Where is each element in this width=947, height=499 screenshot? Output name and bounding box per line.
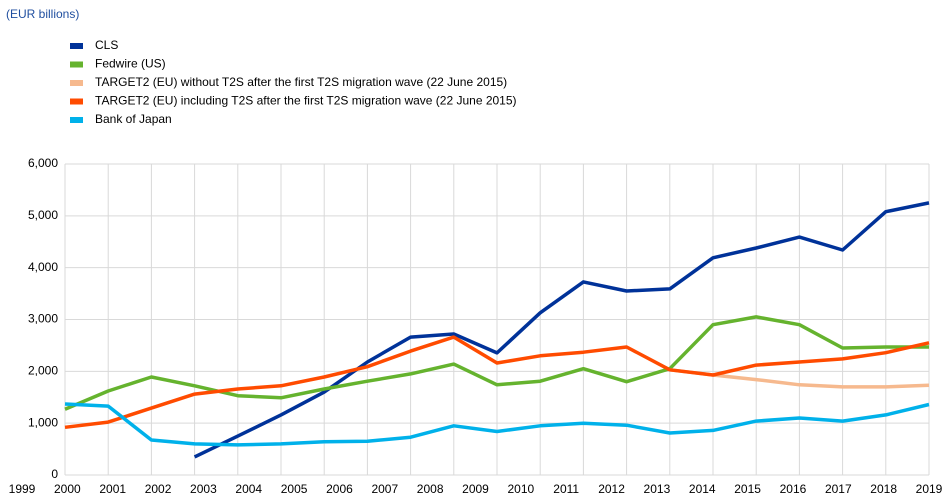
x-tick-label: 2004 — [235, 482, 262, 496]
x-tick-label: 2011 — [553, 482, 579, 496]
x-tick-label: 2002 — [145, 482, 172, 496]
legend-swatch — [70, 80, 83, 86]
legend-label: Bank of Japan — [95, 112, 172, 126]
y-tick-label: 3,000 — [28, 312, 58, 326]
x-tick-label: 2001 — [99, 482, 126, 496]
x-tick-label: 2019 — [916, 482, 943, 496]
x-tick-label: 2016 — [780, 482, 807, 496]
y-tick-label: 6,000 — [28, 156, 58, 170]
legend-label: TARGET2 (EU) without T2S after the first… — [95, 75, 507, 89]
x-tick-label: 2005 — [281, 482, 308, 496]
x-tick-label: 2008 — [417, 482, 444, 496]
x-tick-label: 2015 — [734, 482, 761, 496]
legend-swatch — [70, 98, 83, 105]
legend-label: CLS — [95, 38, 118, 52]
x-tick-label: 2013 — [644, 482, 671, 496]
legend-label: Fedwire (US) — [95, 57, 166, 71]
x-tick-label: 2003 — [190, 482, 217, 496]
x-tick-label: 2000 — [54, 482, 81, 496]
chart-subtitle: (EUR billions) — [6, 7, 79, 21]
x-tick-label: 2017 — [825, 482, 852, 496]
x-tick-label: 2010 — [507, 482, 534, 496]
x-tick-label: 2014 — [689, 482, 716, 496]
series-line — [64, 315, 929, 411]
x-tick-label: 2007 — [371, 482, 398, 496]
legend-label: TARGET2 (EU) including T2S after the fir… — [95, 94, 517, 108]
legend-swatch — [70, 61, 83, 68]
series-line — [64, 335, 930, 430]
y-tick-label: 4,000 — [28, 260, 58, 274]
series-line — [64, 402, 930, 447]
x-tick-label: 1999 — [9, 482, 36, 496]
x-tick-label: 2006 — [326, 482, 353, 496]
legend-swatch — [70, 43, 83, 49]
x-tick-label: 2012 — [598, 482, 625, 496]
legend-swatch — [70, 117, 83, 123]
y-tick-label: 5,000 — [28, 208, 58, 222]
y-tick-label: 1,000 — [28, 415, 58, 429]
y-tick-label: 0 — [51, 467, 58, 481]
series-line — [193, 201, 930, 459]
x-tick-label: 2018 — [870, 482, 897, 496]
x-tick-label: 2009 — [462, 482, 489, 496]
y-tick-label: 2,000 — [28, 364, 58, 378]
